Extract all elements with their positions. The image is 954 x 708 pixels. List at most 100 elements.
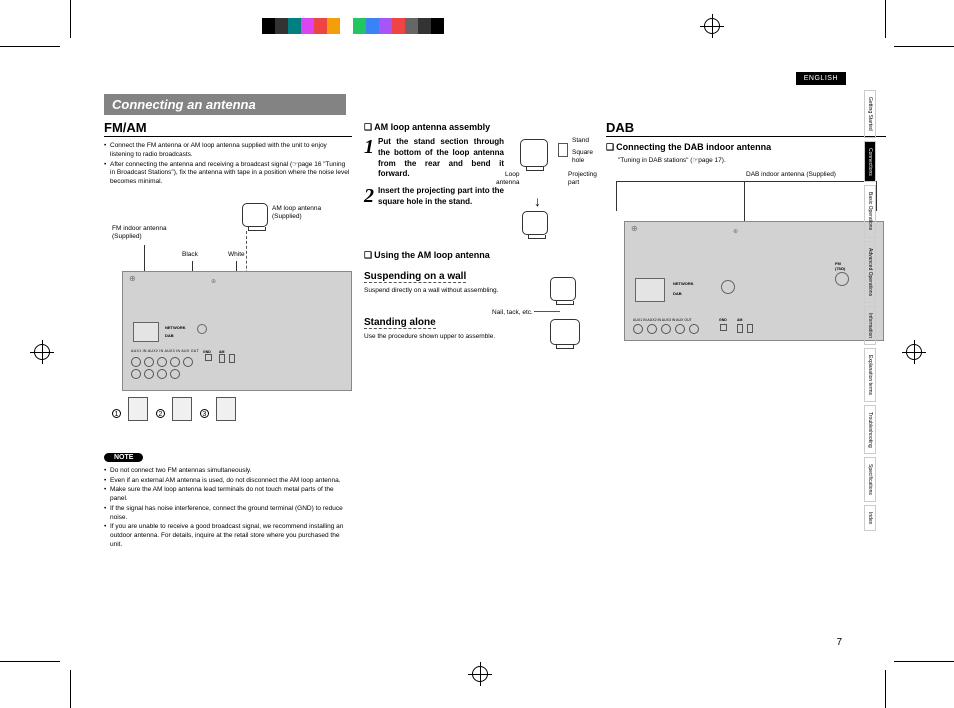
step-text: Put the stand section through the bottom… <box>378 137 504 180</box>
leader-line <box>534 311 560 312</box>
heading-text: Using the AM loop antenna <box>374 250 490 260</box>
registration-mark <box>30 340 54 364</box>
step-text: Insert the projecting part into the squa… <box>378 186 504 208</box>
screw-icon: ⊕ <box>211 278 216 285</box>
crop-mark <box>0 661 60 662</box>
port-label: DAB <box>165 334 174 339</box>
side-tab[interactable]: Specifications <box>864 457 876 502</box>
side-tab[interactable]: Index <box>864 505 876 531</box>
aux-labels: AUX1 IN AUX2 IN AUX3 IN AUX OUT <box>633 318 692 322</box>
device-panel: ⊕ ⊕ NETWORK DAB FM(75Ω) AUX1 IN AUX2 IN … <box>624 221 884 341</box>
port-aux <box>131 369 141 379</box>
side-tab[interactable]: Information <box>864 306 876 345</box>
aux-labels: AUX1 IN AUX2 IN AUX3 IN AUX OUT <box>131 349 199 353</box>
label-stand: Stand <box>572 137 589 145</box>
column-am-assembly: ❏AM loop antenna assembly 1 Put the stan… <box>364 120 596 342</box>
port-dab <box>197 324 207 334</box>
color-calibration-bar <box>262 18 444 34</box>
page-number: 7 <box>836 637 842 648</box>
port-aux <box>183 357 193 367</box>
color-swatch <box>275 18 288 34</box>
stand-icon <box>558 143 568 157</box>
connector-icon <box>216 397 236 421</box>
label-dab-indoor: DAB indoor antenna (Supplied) <box>746 171 836 179</box>
heading-dab: DAB <box>606 120 886 137</box>
port-aux <box>689 324 699 334</box>
crop-mark <box>885 670 886 708</box>
color-swatch <box>431 18 444 34</box>
note-badge: NOTE <box>104 453 143 462</box>
heading-fm-am: FM/AM <box>104 120 352 137</box>
dab-wire <box>616 181 617 211</box>
color-swatch <box>340 18 353 34</box>
step-number: 2 <box>364 186 374 208</box>
heading-am-assembly: ❏AM loop antenna assembly <box>364 122 596 133</box>
port-aux <box>170 369 180 379</box>
list-item: If you are unable to receive a good broa… <box>104 523 352 549</box>
port-network <box>133 322 159 342</box>
registration-mark <box>700 14 724 38</box>
side-tab[interactable]: Connections <box>864 141 876 183</box>
port-aux <box>144 357 154 367</box>
port-dab <box>721 280 735 294</box>
crop-mark <box>0 46 60 47</box>
side-tab[interactable]: Getting Started <box>864 90 876 138</box>
heading-using-am: ❏Using the AM loop antenna <box>364 250 596 261</box>
label-white: White <box>228 251 245 259</box>
color-swatch <box>314 18 327 34</box>
list-item: After connecting the antenna and receivi… <box>104 161 352 187</box>
side-tab[interactable]: Advanced Operations <box>864 241 876 303</box>
port-label: GND <box>719 318 727 322</box>
standing-icon <box>550 319 580 345</box>
assembly-diagram: Stand Square hole Loop antenna Projectin… <box>512 135 596 245</box>
am-loop-icon <box>520 139 548 167</box>
color-swatch <box>327 18 340 34</box>
port-label: AM <box>737 318 742 322</box>
port-aux <box>675 324 685 334</box>
port-label: FM(75Ω) <box>835 262 845 272</box>
registration-mark <box>902 340 926 364</box>
label-square-hole: Square hole <box>572 149 593 165</box>
color-swatch <box>418 18 431 34</box>
dab-diagram: DAB indoor antenna (Supplied) ⊕ ⊕ NETWOR… <box>606 171 886 351</box>
dab-wire <box>616 181 876 182</box>
crop-mark <box>70 670 71 708</box>
port-aux <box>647 324 657 334</box>
color-swatch <box>366 18 379 34</box>
port-aux <box>157 369 167 379</box>
port-label: GND <box>203 350 211 354</box>
label-projecting: Projecting part <box>568 171 597 187</box>
label-black: Black <box>182 251 198 259</box>
port-am <box>747 324 753 333</box>
am-loop-assembled-icon <box>522 211 548 235</box>
screw-icon: ⊕ <box>733 228 738 235</box>
crop-mark <box>894 661 954 662</box>
list-item: Even if an external AM antenna is used, … <box>104 477 352 486</box>
port-label: DAB <box>673 292 682 297</box>
wall-mount-icon <box>550 277 576 301</box>
dab-note: "Tuning in DAB stations" (☞page 17). <box>618 157 886 165</box>
port-aux <box>144 369 154 379</box>
page-title: Connecting an antenna <box>104 94 346 115</box>
fm-am-diagram: FM indoor antenna (Supplied) AM loop ant… <box>104 195 352 445</box>
standing-text: Use the procedure shown upper to assembl… <box>364 333 514 341</box>
port-gnd <box>205 354 212 361</box>
side-tab[interactable]: Troubleshooting <box>864 405 876 455</box>
heading-connecting-dab: ❏Connecting the DAB indoor antenna <box>606 142 886 153</box>
crop-mark <box>70 0 71 38</box>
color-swatch <box>353 18 366 34</box>
port-label: NETWORK <box>673 282 694 287</box>
side-tab[interactable]: Explanation terms <box>864 348 876 402</box>
port-aux <box>633 324 643 334</box>
note-list: Do not connect two FM antennas simultane… <box>104 467 352 550</box>
column-fm-am: FM/AM Connect the FM antenna or AM loop … <box>104 120 352 551</box>
heading-standing: Standing alone <box>364 317 436 329</box>
label-am-loop: AM loop antenna (Supplied) <box>272 205 321 221</box>
side-tab[interactable]: Basic Operations <box>864 185 876 237</box>
list-item: Do not connect two FM antennas simultane… <box>104 467 352 476</box>
color-swatch <box>288 18 301 34</box>
label-nail: Nail, tack, etc. <box>492 309 533 317</box>
color-swatch <box>405 18 418 34</box>
heading-text: AM loop antenna assembly <box>374 122 490 132</box>
color-swatch <box>262 18 275 34</box>
